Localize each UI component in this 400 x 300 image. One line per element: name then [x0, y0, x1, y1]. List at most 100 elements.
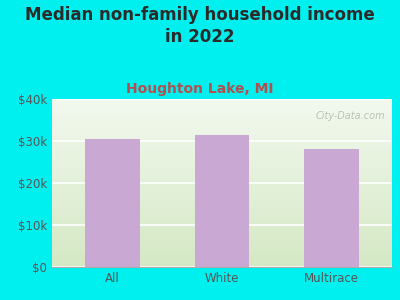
Bar	[52, 156, 392, 158]
Bar	[52, 154, 392, 156]
Bar	[52, 235, 392, 237]
Bar	[52, 188, 392, 190]
Bar	[52, 228, 392, 230]
Bar	[52, 238, 392, 240]
Bar	[304, 149, 359, 267]
Bar	[52, 212, 392, 213]
Bar	[52, 259, 392, 260]
Bar	[52, 260, 392, 262]
Bar	[52, 138, 392, 139]
Bar	[52, 109, 392, 111]
Bar	[52, 218, 392, 220]
Bar	[52, 101, 392, 102]
Bar	[52, 245, 392, 247]
Bar	[52, 233, 392, 235]
Bar	[52, 116, 392, 118]
Bar	[52, 223, 392, 225]
Bar	[52, 208, 392, 210]
Bar	[52, 149, 392, 151]
Bar	[52, 180, 392, 181]
Bar	[52, 144, 392, 146]
Bar	[52, 119, 392, 121]
Bar	[52, 134, 392, 136]
Bar	[52, 114, 392, 116]
Bar	[52, 198, 392, 200]
Text: Median non-family household income
in 2022: Median non-family household income in 20…	[25, 6, 375, 46]
Bar	[52, 248, 392, 250]
Bar	[52, 250, 392, 252]
Bar	[52, 112, 392, 114]
Bar	[52, 148, 392, 149]
Bar	[52, 107, 392, 109]
Bar	[52, 190, 392, 191]
Bar	[52, 153, 392, 154]
Bar	[52, 264, 392, 265]
Bar	[52, 265, 392, 267]
Bar	[52, 136, 392, 138]
Bar	[52, 173, 392, 175]
Bar	[52, 227, 392, 228]
Bar	[52, 205, 392, 206]
Bar	[52, 203, 392, 205]
Bar	[52, 240, 392, 242]
Bar	[52, 213, 392, 215]
Bar	[52, 122, 392, 124]
Bar	[52, 255, 392, 257]
Bar	[52, 186, 392, 188]
Bar	[52, 99, 392, 101]
Bar	[52, 126, 392, 128]
Text: Houghton Lake, MI: Houghton Lake, MI	[126, 82, 274, 97]
Bar	[52, 254, 392, 255]
Bar	[52, 206, 392, 208]
Bar	[52, 183, 392, 185]
Bar	[52, 158, 392, 160]
Bar	[52, 237, 392, 239]
Bar	[52, 102, 392, 104]
Bar	[52, 121, 392, 122]
Bar	[52, 151, 392, 153]
Bar	[52, 163, 392, 164]
Bar	[52, 202, 392, 203]
Bar	[52, 161, 392, 163]
Bar	[52, 230, 392, 232]
Bar	[52, 164, 392, 166]
Bar	[52, 217, 392, 218]
Bar	[52, 200, 392, 202]
Bar	[52, 185, 392, 186]
Bar	[52, 195, 392, 197]
Bar	[52, 128, 392, 129]
Bar	[52, 232, 392, 233]
Bar	[85, 139, 140, 267]
Bar	[52, 160, 392, 161]
Bar	[52, 242, 392, 244]
Bar	[52, 193, 392, 195]
Bar	[52, 247, 392, 248]
Bar	[52, 104, 392, 106]
Bar	[52, 176, 392, 178]
Bar	[52, 181, 392, 183]
Bar	[52, 118, 392, 119]
Bar	[194, 135, 250, 267]
Bar	[52, 178, 392, 180]
Bar	[52, 262, 392, 264]
Bar	[52, 139, 392, 141]
Bar	[52, 124, 392, 126]
Bar	[52, 143, 392, 144]
Bar	[52, 166, 392, 168]
Bar	[52, 146, 392, 148]
Bar	[52, 257, 392, 259]
Bar	[52, 196, 392, 198]
Bar	[52, 175, 392, 176]
Bar	[52, 131, 392, 133]
Bar	[52, 141, 392, 143]
Bar	[52, 252, 392, 254]
Bar	[52, 111, 392, 112]
Bar	[52, 106, 392, 107]
Bar	[52, 244, 392, 245]
Bar	[52, 215, 392, 217]
Bar	[52, 220, 392, 222]
Bar	[52, 168, 392, 170]
Bar	[52, 225, 392, 227]
Bar	[52, 171, 392, 173]
Bar	[52, 222, 392, 223]
